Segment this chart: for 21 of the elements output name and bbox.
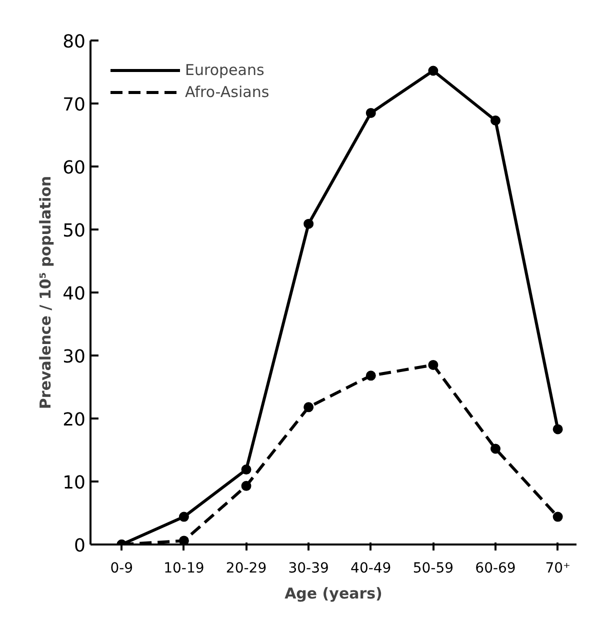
y-tick-label: 20	[62, 410, 86, 430]
y-tick-label: 50	[62, 220, 86, 242]
x-tick-label: 0-9	[110, 560, 134, 576]
x-tick-label: 60-69	[475, 560, 516, 576]
y-tick-label: 10	[62, 472, 86, 494]
y-tick-label: 60	[62, 158, 86, 178]
y-tick-label: 80	[62, 32, 86, 52]
x-tick-label: 40-49	[350, 560, 392, 576]
legend-label: Afro-Asians	[185, 83, 270, 101]
y-tick-label: 30	[62, 346, 86, 368]
y-tick-label: 40	[62, 284, 86, 304]
y-tick-label: 70	[62, 94, 86, 116]
x-axis-title: Age (years)	[284, 584, 382, 602]
x-tick-label: 70⁺	[545, 560, 570, 576]
x-tick-label: 10-19	[164, 560, 204, 576]
y-axis-title: Prevalence / 10⁵ population	[36, 176, 55, 410]
x-tick-label: 50-59	[412, 560, 454, 576]
y-tick-label: 0	[74, 536, 86, 556]
legend-label: Europeans	[185, 61, 264, 79]
x-tick-label: 20-29	[226, 560, 267, 576]
x-tick-label: 30-39	[288, 560, 329, 576]
